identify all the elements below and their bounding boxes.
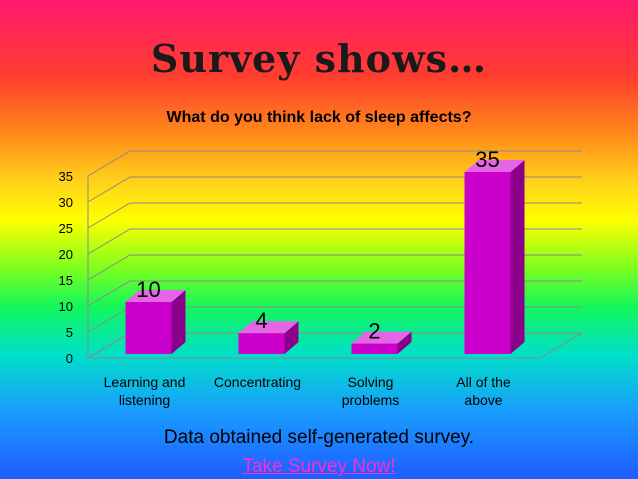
bar-top [125,290,186,302]
chart-title: What do you think lack of sleep affects? [166,109,472,126]
data-label: 4 [255,308,267,333]
x-tick-label: Solving [348,374,394,390]
bar-side [510,160,525,354]
x-tick-label: Learning and [104,374,186,390]
y-tick-label: 20 [59,247,73,262]
data-label: 35 [475,147,499,172]
bar-side [284,321,299,354]
x-tick-label: problems [342,392,400,408]
data-label: 10 [136,277,160,302]
x-tick-label: Concentrating [214,374,301,390]
bar-side [397,331,412,354]
data-label: 2 [368,319,380,344]
take-survey-link[interactable]: Take Survey Now! [242,456,396,477]
bar [238,333,285,354]
bar [125,302,172,354]
y-tick-label: 25 [59,221,73,236]
bar [351,343,398,354]
bar-top [351,331,412,344]
x-tick-label: listening [119,392,170,408]
gridline [87,228,582,255]
bar-side [171,290,186,354]
y-tick-label: 0 [66,351,73,366]
gridline [87,254,582,281]
x-tick-label: above [464,392,502,408]
bar-top [238,321,299,334]
y-tick-label: 5 [66,325,73,340]
y-tick-label: 30 [59,195,73,210]
gridline [87,150,582,177]
y-tick-label: 15 [59,273,73,288]
bar-top [464,160,525,172]
gridline [87,202,582,229]
y-tick-label: 10 [59,299,73,314]
slide-title: Survey shows… [150,36,488,81]
x-tick-label: All of the [456,374,511,390]
bar [464,172,511,354]
gridline [87,280,582,307]
y-tick-label: 35 [59,169,73,184]
gridline [87,176,582,203]
data-source-note: Data obtained self-generated survey. [163,427,475,448]
